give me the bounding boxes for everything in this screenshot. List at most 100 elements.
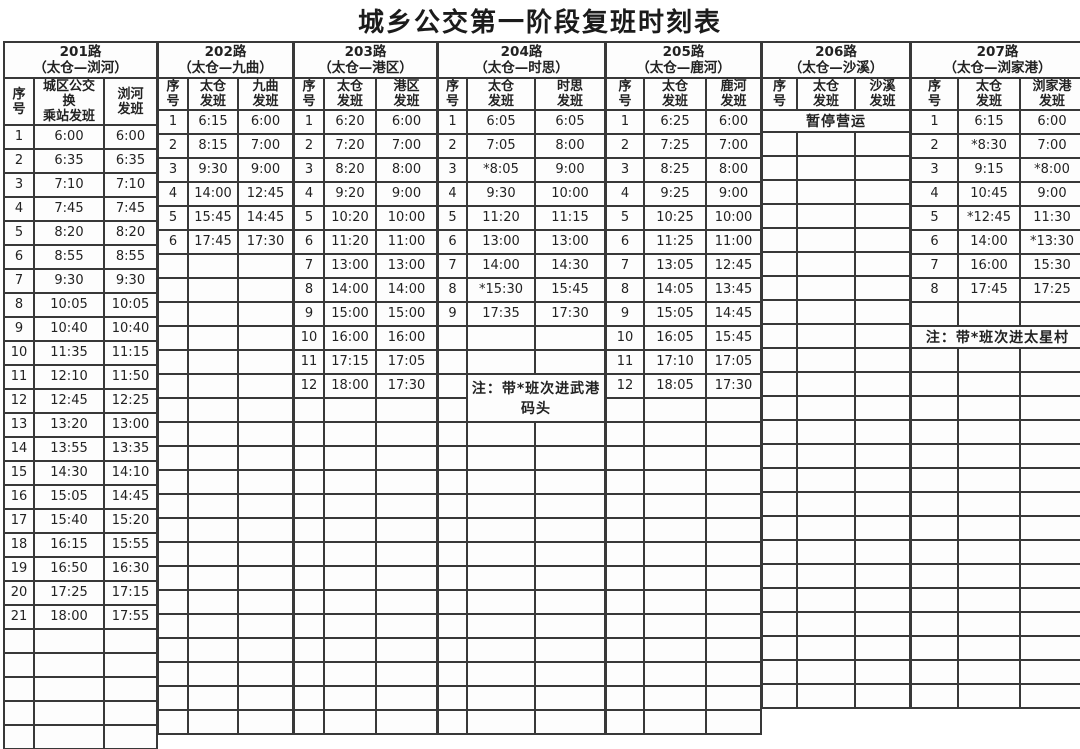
time-cell: 17:35 (466, 301, 536, 327)
seq-cell (437, 685, 468, 711)
seq-cell: 7 (605, 253, 645, 279)
route-section-207: 207路 （太仓—浏家港）序 号太仓 发班 浏家港 发班 1 6:15 6:00 2 *8:… (910, 41, 1080, 709)
seq-cell (293, 565, 325, 591)
time-cell: 15:05 (643, 301, 707, 327)
time-cell (957, 419, 1021, 445)
seq-cell (910, 659, 959, 685)
time-cell: 14:45 (705, 301, 762, 327)
time-cell: 8:20 (33, 220, 105, 246)
time-cell (643, 421, 707, 447)
seq-cell (605, 469, 645, 495)
seq-cell (910, 371, 959, 397)
seq-cell (293, 493, 325, 519)
time-cell (854, 491, 911, 517)
time-cell (187, 445, 239, 471)
time-cell (466, 541, 536, 567)
time-cell (466, 445, 536, 471)
seq-cell: 8 (605, 277, 645, 303)
seq-cell: 17 (3, 508, 35, 534)
seq-cell (293, 637, 325, 663)
seq-cell (293, 421, 325, 447)
seq-cell: 8 (437, 277, 468, 303)
seq-cell (761, 683, 798, 709)
route-header-207: 207路 （太仓—浏家港） (910, 41, 1080, 79)
time-cell: 16:00 (957, 253, 1021, 279)
seq-cell: 1 (437, 109, 468, 135)
time-cell (466, 661, 536, 687)
seq-cell (437, 469, 468, 495)
seq-cell (910, 347, 959, 373)
time-cell (796, 347, 856, 373)
time-cell: 6:05 (466, 109, 536, 135)
time-cell: 7:10 (103, 172, 158, 198)
time-cell (796, 443, 856, 469)
time-cell (957, 467, 1021, 493)
seq-cell (910, 515, 959, 541)
seq-cell (761, 611, 798, 637)
time-cell (375, 637, 438, 663)
seq-cell: 5 (910, 205, 959, 231)
seq-cell (761, 467, 798, 493)
time-cell: 17:30 (375, 373, 438, 399)
time-cell (323, 613, 377, 639)
seq-cell (761, 515, 798, 541)
time-cell (854, 323, 911, 349)
time-cell: 18:05 (643, 373, 707, 399)
time-cell (33, 676, 105, 702)
time-cell: 7:25 (643, 133, 707, 159)
route-header-206: 206路 （太仓—沙溪） (761, 41, 911, 79)
time-cell (375, 541, 438, 567)
seq-cell (605, 661, 645, 687)
time-cell: 17:25 (1019, 277, 1080, 303)
time-cell (187, 685, 239, 711)
time-cell: 10:25 (643, 205, 707, 231)
time-cell: 7:00 (237, 133, 294, 159)
seq-cell (605, 517, 645, 543)
time-cell (375, 565, 438, 591)
time-cell (643, 637, 707, 663)
time-cell (103, 628, 158, 654)
seq-cell: 11 (3, 364, 35, 390)
time-cell (705, 565, 762, 591)
seq-cell (293, 397, 325, 423)
time-cell: 11:30 (1019, 205, 1080, 231)
time-cell: 10:40 (103, 316, 158, 342)
time-cell (534, 565, 606, 591)
time-cell (187, 301, 239, 327)
seq-cell (157, 325, 189, 351)
time-cell (187, 253, 239, 279)
time-cell (187, 661, 239, 687)
seq-cell: 6 (3, 244, 35, 270)
seq-cell: 3 (910, 157, 959, 183)
seq-cell (910, 443, 959, 469)
seq-cell: 3 (437, 157, 468, 183)
time-cell: 9:30 (33, 268, 105, 294)
seq-cell (157, 445, 189, 471)
time-cell: 15:00 (375, 301, 438, 327)
time-cell (854, 419, 911, 445)
seq-cell (293, 661, 325, 687)
time-cell (237, 253, 294, 279)
seq-cell: 2 (605, 133, 645, 159)
route-section-205: 205路 （太仓—鹿河）序 号太仓 发班 鹿河 发班 1 6:25 6:00 2 7:25 7… (605, 41, 762, 735)
time-cell (187, 637, 239, 663)
seq-cell: 15 (3, 460, 35, 486)
time-cell: 17:45 (957, 277, 1021, 303)
time-cell (957, 659, 1021, 685)
seq-cell: 2 (3, 148, 35, 174)
time-cell (323, 517, 377, 543)
time-cell (643, 661, 707, 687)
seq-cell: 6 (910, 229, 959, 255)
seq-cell (293, 517, 325, 543)
time-cell (957, 587, 1021, 613)
time-cell: 16:50 (33, 556, 105, 582)
seq-cell (437, 709, 468, 735)
time-cell (323, 685, 377, 711)
time-cell: 12:45 (237, 181, 294, 207)
route-207-note: 注：带*班次进太星村 (910, 325, 1080, 349)
time-cell: 7:45 (33, 196, 105, 222)
time-cell: 13:00 (375, 253, 438, 279)
time-cell: 12:45 (705, 253, 762, 279)
time-cell (643, 397, 707, 423)
time-cell (854, 131, 911, 157)
